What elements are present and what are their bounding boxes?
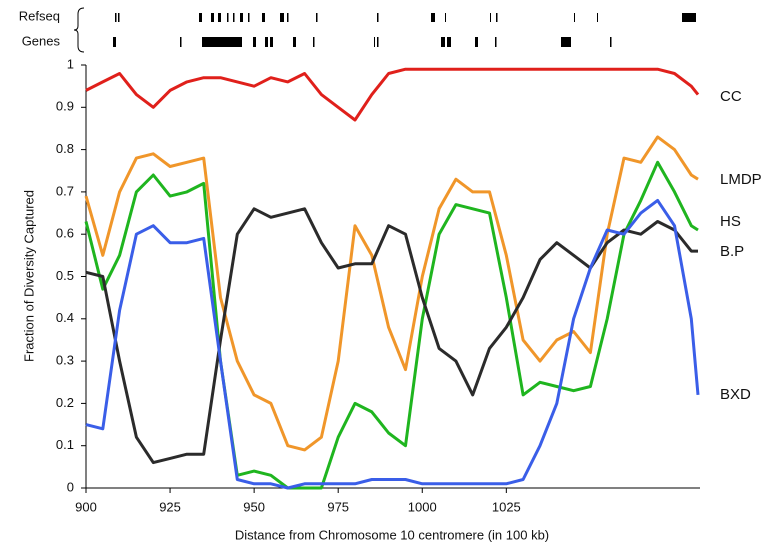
series-line xyxy=(85,67,700,122)
series-line xyxy=(84,160,699,490)
y-tick-label: 0.2 xyxy=(56,395,74,410)
x-tick-label: 925 xyxy=(159,499,181,514)
track-label: Refseq xyxy=(19,8,60,23)
series-line xyxy=(85,198,700,490)
series-name: HS xyxy=(720,213,741,230)
track-bracket xyxy=(73,7,85,53)
y-tick-label: 0.1 xyxy=(56,437,74,452)
x-tick-label: 900 xyxy=(75,499,97,514)
y-tick-label: 0.8 xyxy=(56,141,74,156)
x-tick-label: 975 xyxy=(327,499,349,514)
refseq-track xyxy=(115,13,696,22)
y-tick-label: 0.7 xyxy=(56,183,74,198)
y-tick-label: 1 xyxy=(67,56,74,71)
track-label: Genes xyxy=(22,33,61,48)
x-tick-label: 1000 xyxy=(408,499,437,514)
series-line xyxy=(84,135,699,452)
y-axis-label: Fraction of Diversity Captured xyxy=(21,190,36,362)
y-tick-label: 0.4 xyxy=(56,310,74,325)
x-axis-label: Distance from Chromosome 10 centromere (… xyxy=(235,527,549,542)
y-tick-label: 0.5 xyxy=(56,268,74,283)
series-name: B.P xyxy=(720,243,744,260)
x-tick-label: 950 xyxy=(243,499,265,514)
y-tick-label: 0 xyxy=(67,479,74,494)
series-name: CC xyxy=(720,88,742,105)
y-tick-label: 0.3 xyxy=(56,353,74,368)
gene-tracks xyxy=(73,7,696,53)
y-tick-label: 0.9 xyxy=(56,99,74,114)
x-tick-label: 1025 xyxy=(492,499,521,514)
series-line xyxy=(85,207,698,465)
series-name: LMDP xyxy=(720,171,762,188)
y-tick-label: 0.6 xyxy=(56,226,74,241)
series-name: BXD xyxy=(720,386,751,403)
genes-track xyxy=(113,37,612,47)
